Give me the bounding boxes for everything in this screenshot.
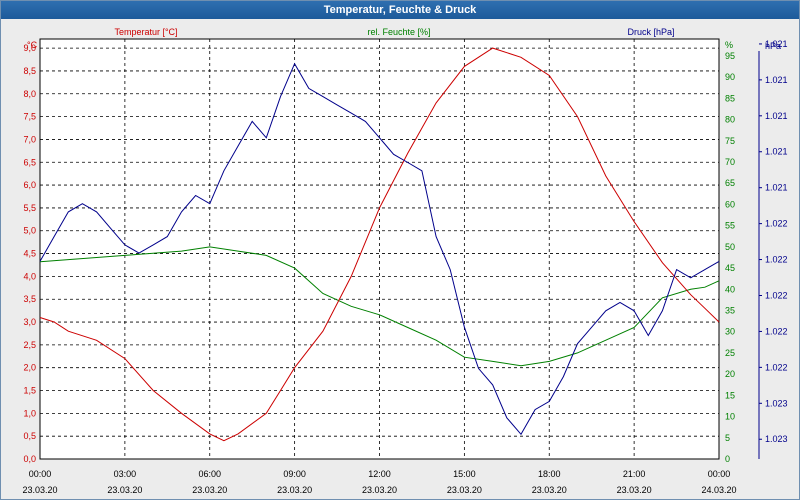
legend-humidity: rel. Feuchte [%]: [367, 27, 430, 37]
x-tick-time-label: 12:00: [368, 469, 391, 479]
humidity-tick-label: 45: [725, 263, 735, 273]
temperature-tick-label: 4,5: [23, 249, 36, 259]
humidity-tick-label: 90: [725, 72, 735, 82]
humidity-tick-label: 65: [725, 178, 735, 188]
window-title: Temperatur, Feuchte & Druck: [1, 1, 799, 19]
temperature-tick-label: 2,5: [23, 340, 36, 350]
temperature-tick-label: 6,5: [23, 157, 36, 167]
humidity-axis-unit: %: [725, 40, 733, 50]
pressure-tick-label: 1.023: [765, 398, 788, 408]
legend-pressure: Druck [hPa]: [627, 27, 674, 37]
pressure-tick-label: 1.022: [765, 255, 788, 265]
humidity-tick-label: 50: [725, 242, 735, 252]
pressure-series-line: [39, 62, 720, 436]
pressure-tick-label: 1.023: [765, 434, 788, 444]
x-tick-time-label: 00:00: [708, 469, 731, 479]
legend-temperature: Temperatur [°C]: [114, 27, 177, 37]
temperature-tick-label: 0,5: [23, 431, 36, 441]
temperature-tick-label: 5,0: [23, 226, 36, 236]
pressure-tick-label: 1.021: [765, 111, 788, 121]
x-tick-time-label: 21:00: [623, 469, 646, 479]
pressure-tick-label: 1.022: [765, 362, 788, 372]
x-tick-date-label: 23.03.20: [277, 485, 312, 495]
x-tick-date-label: 23.03.20: [192, 485, 227, 495]
humidity-tick-label: 85: [725, 93, 735, 103]
temperature-axis-unit: °C: [27, 40, 38, 50]
humidity-tick-label: 70: [725, 157, 735, 167]
temperature-tick-label: 7,0: [23, 134, 36, 144]
humidity-tick-label: 95: [725, 51, 735, 61]
x-tick-time-label: 15:00: [453, 469, 476, 479]
humidity-tick-label: 20: [725, 369, 735, 379]
humidity-tick-label: 0: [725, 454, 730, 464]
temperature-tick-label: 5,5: [23, 203, 36, 213]
temperature-tick-label: 4,0: [23, 271, 36, 281]
x-tick-date-label: 23.03.20: [362, 485, 397, 495]
x-tick-time-label: 06:00: [198, 469, 221, 479]
pressure-axis-unit: hPa: [765, 41, 781, 51]
pressure-tick-label: 1.022: [765, 219, 788, 229]
humidity-series-line: [39, 246, 720, 367]
humidity-tick-label: 80: [725, 115, 735, 125]
temperature-tick-label: 2,0: [23, 363, 36, 373]
x-tick-time-label: 00:00: [29, 469, 52, 479]
humidity-tick-label: 55: [725, 221, 735, 231]
pressure-tick-label: 1.022: [765, 290, 788, 300]
x-tick-time-label: 03:00: [114, 469, 137, 479]
temperature-tick-label: 8,0: [23, 89, 36, 99]
temperature-tick-label: 9,0: [23, 43, 36, 53]
temperature-tick-label: 7,5: [23, 112, 36, 122]
x-tick-date-label: 23.03.20: [22, 485, 57, 495]
humidity-tick-label: 30: [725, 327, 735, 337]
temperature-tick-label: 3,5: [23, 294, 36, 304]
pressure-tick-label: 1.021: [765, 39, 788, 49]
temperature-tick-label: 6,0: [23, 180, 36, 190]
humidity-tick-label: 25: [725, 348, 735, 358]
temperature-tick-label: 3,0: [23, 317, 36, 327]
pressure-tick-label: 1.021: [765, 75, 788, 85]
temperature-tick-label: 1,5: [23, 386, 36, 396]
temperature-series-line: [39, 47, 720, 442]
temperature-tick-label: 0,0: [23, 454, 36, 464]
x-tick-time-label: 09:00: [283, 469, 306, 479]
x-tick-date-label: 24.03.20: [701, 485, 736, 495]
pressure-tick-label: 1.021: [765, 183, 788, 193]
temperature-tick-label: 1,0: [23, 408, 36, 418]
humidity-tick-label: 35: [725, 306, 735, 316]
x-tick-date-label: 23.03.20: [107, 485, 142, 495]
x-tick-date-label: 23.03.20: [617, 485, 652, 495]
x-tick-date-label: 23.03.20: [532, 485, 567, 495]
humidity-tick-label: 5: [725, 433, 730, 443]
humidity-tick-label: 10: [725, 412, 735, 422]
humidity-tick-label: 40: [725, 284, 735, 294]
temperature-tick-label: 8,5: [23, 66, 36, 76]
x-tick-date-label: 23.03.20: [447, 485, 482, 495]
x-tick-time-label: 18:00: [538, 469, 561, 479]
humidity-tick-label: 60: [725, 199, 735, 209]
pressure-tick-label: 1.022: [765, 326, 788, 336]
humidity-tick-label: 75: [725, 136, 735, 146]
humidity-tick-label: 15: [725, 390, 735, 400]
pressure-tick-label: 1.021: [765, 147, 788, 157]
